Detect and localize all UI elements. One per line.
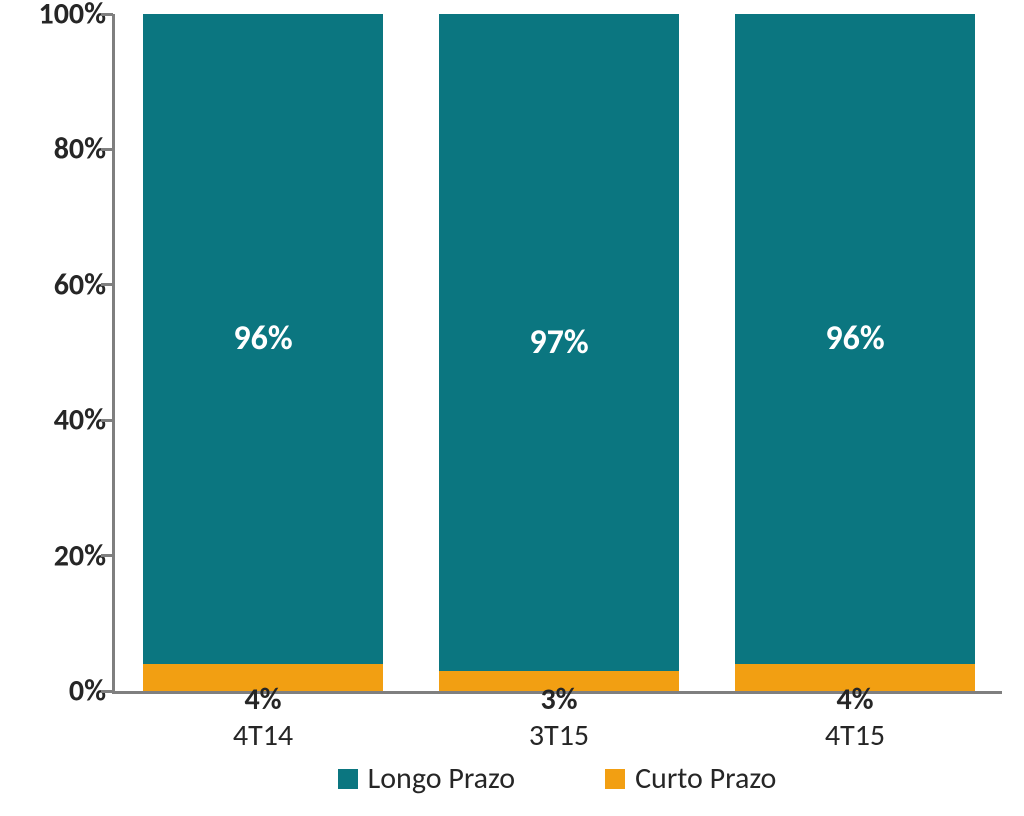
- x-category-label: 3T15: [529, 717, 589, 754]
- bar-segment-curto: 3%: [439, 671, 679, 691]
- y-tick-label: 100%: [6, 0, 106, 33]
- y-tick: [101, 283, 113, 286]
- bar-value-curto: 4%: [836, 681, 873, 718]
- legend-item-longo: Longo Prazo: [338, 760, 515, 797]
- legend: Longo Prazo Curto Prazo: [112, 760, 1002, 797]
- legend-swatch-longo: [338, 769, 358, 789]
- bars-container: 96% 4% 4T14 97% 3% 3T15 96%: [115, 14, 1002, 691]
- bar-value-curto: 4%: [244, 681, 281, 718]
- bar-segment-curto: 4%: [735, 664, 975, 691]
- plot-area: 96% 4% 4T14 97% 3% 3T15 96%: [112, 14, 1002, 694]
- y-tick-label: 40%: [6, 402, 106, 439]
- y-tick: [101, 554, 113, 557]
- y-tick: [101, 13, 113, 16]
- y-tick: [101, 148, 113, 151]
- y-tick-label: 0%: [6, 673, 106, 710]
- bar-group-3t15: 97% 3% 3T15: [439, 14, 679, 691]
- y-tick-label: 80%: [6, 131, 106, 168]
- y-tick-label: 20%: [6, 537, 106, 574]
- stacked-bar-chart: 100% 80% 60% 40% 20% 0% 96% 4% 4T14: [0, 0, 1024, 816]
- bar-value-longo: 96%: [233, 318, 292, 359]
- bar-group-4t14: 96% 4% 4T14: [143, 14, 383, 691]
- legend-label-longo: Longo Prazo: [368, 760, 515, 797]
- bar-segment-longo: 96%: [143, 14, 383, 664]
- bar-group-4t15: 96% 4% 4T15: [735, 14, 975, 691]
- y-tick: [101, 690, 113, 693]
- x-category-label: 4T14: [233, 717, 293, 754]
- y-tick: [101, 419, 113, 422]
- bar-segment-longo: 97%: [439, 14, 679, 671]
- legend-label-curto: Curto Prazo: [635, 760, 776, 797]
- bar-segment-longo: 96%: [735, 14, 975, 664]
- bar-segment-curto: 4%: [143, 664, 383, 691]
- y-tick-label: 60%: [6, 266, 106, 303]
- bar-value-longo: 97%: [529, 322, 588, 363]
- legend-item-curto: Curto Prazo: [605, 760, 776, 797]
- legend-swatch-curto: [605, 769, 625, 789]
- bar-value-curto: 3%: [540, 681, 577, 718]
- x-category-label: 4T15: [825, 717, 885, 754]
- bar-value-longo: 96%: [825, 318, 884, 359]
